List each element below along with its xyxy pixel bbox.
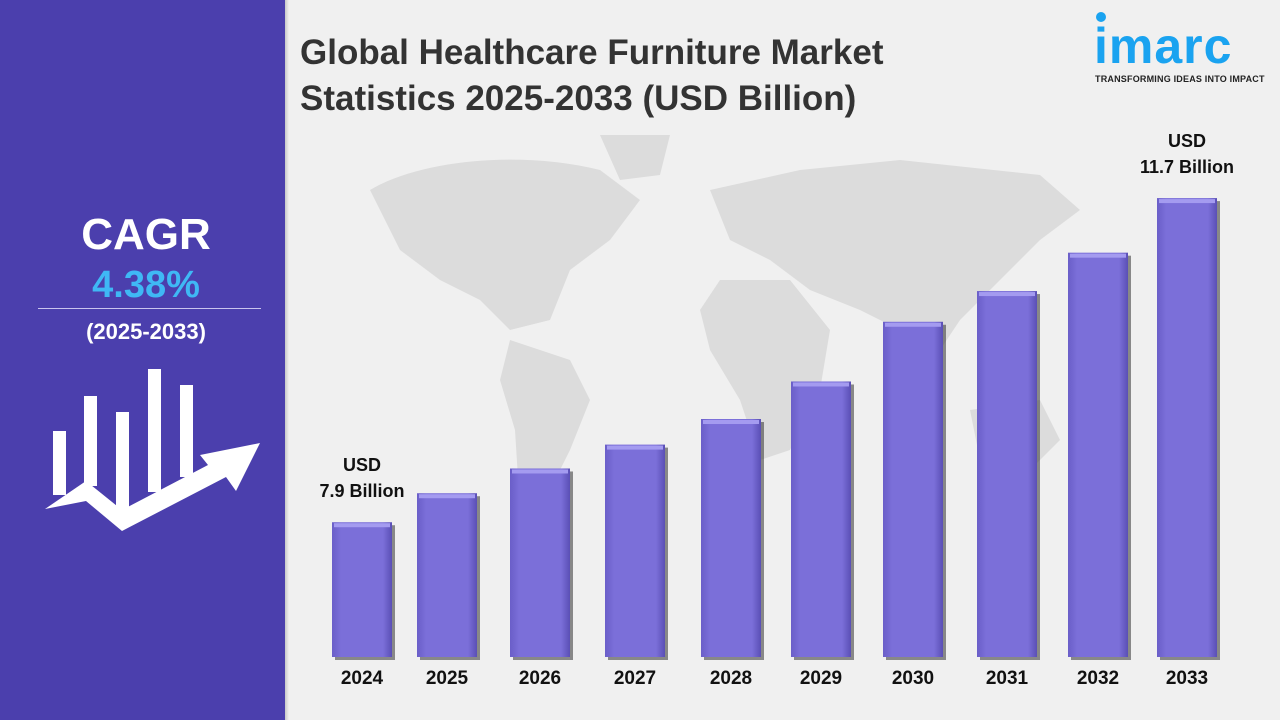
bar-2025 xyxy=(417,493,477,657)
bar-highlight xyxy=(885,322,941,327)
divider xyxy=(38,308,261,309)
x-tick-label: 2030 xyxy=(892,668,934,689)
bar-highlight xyxy=(979,292,1035,297)
data-label-line-1: USD xyxy=(342,455,381,476)
imarc-logo xyxy=(1096,12,1106,22)
bar-highlight xyxy=(1159,199,1215,204)
cagr-period: (2025-2033) xyxy=(86,319,206,344)
title-line-1: Global Healthcare Furniture Market xyxy=(300,33,884,72)
data-label-2024: USD 7.9 Billion xyxy=(292,452,432,504)
bar-highlight xyxy=(419,494,475,499)
panel-shadow xyxy=(285,0,289,720)
bar-2030 xyxy=(883,321,943,657)
bar-highlight xyxy=(793,382,849,387)
bar-highlight xyxy=(607,445,663,450)
data-label-line-2: 11.7 Billion xyxy=(1139,157,1235,178)
bar-highlight xyxy=(334,523,390,528)
logo-wordmark: imarc xyxy=(1094,18,1233,74)
title-line-2: Statistics 2025-2033 (USD Billion) xyxy=(300,79,857,118)
x-tick-label: 2028 xyxy=(710,668,752,689)
logo-tagline: TRANSFORMING IDEAS INTO IMPACT xyxy=(1095,74,1265,84)
bar-2032 xyxy=(1068,252,1128,658)
growth-chart-icon xyxy=(45,369,260,531)
x-tick-label: 2032 xyxy=(1077,668,1119,689)
bar-2031 xyxy=(977,291,1037,657)
page-title: Global Healthcare Furniture Market Stati… xyxy=(300,30,883,122)
bar-highlight xyxy=(512,469,568,474)
x-tick-label: 2029 xyxy=(800,668,842,689)
cagr-label: CAGR xyxy=(81,210,211,259)
x-tick-label: 2027 xyxy=(614,668,656,689)
bar-2033 xyxy=(1157,198,1217,657)
data-label-2033: USD 11.7 Billion xyxy=(1117,128,1257,180)
bar-2027 xyxy=(605,444,665,657)
bar-2024 xyxy=(332,522,392,657)
x-tick-label: 2026 xyxy=(519,668,561,689)
bar-highlight xyxy=(1070,253,1126,258)
data-label-line-1: USD xyxy=(1167,131,1206,152)
x-tick-label: 2025 xyxy=(426,668,469,689)
cagr-panel xyxy=(0,0,285,720)
x-tick-label: 2031 xyxy=(986,668,1029,689)
bar-highlight xyxy=(703,420,759,425)
bar-2028 xyxy=(701,419,761,657)
x-tick-label: 2033 xyxy=(1166,668,1208,689)
data-label-line-2: 7.9 Billion xyxy=(319,481,405,502)
bar-2029 xyxy=(791,381,851,657)
cagr-value: 4.38% xyxy=(92,264,200,306)
x-tick-label: 2024 xyxy=(341,668,384,689)
bar-2026 xyxy=(510,468,570,657)
